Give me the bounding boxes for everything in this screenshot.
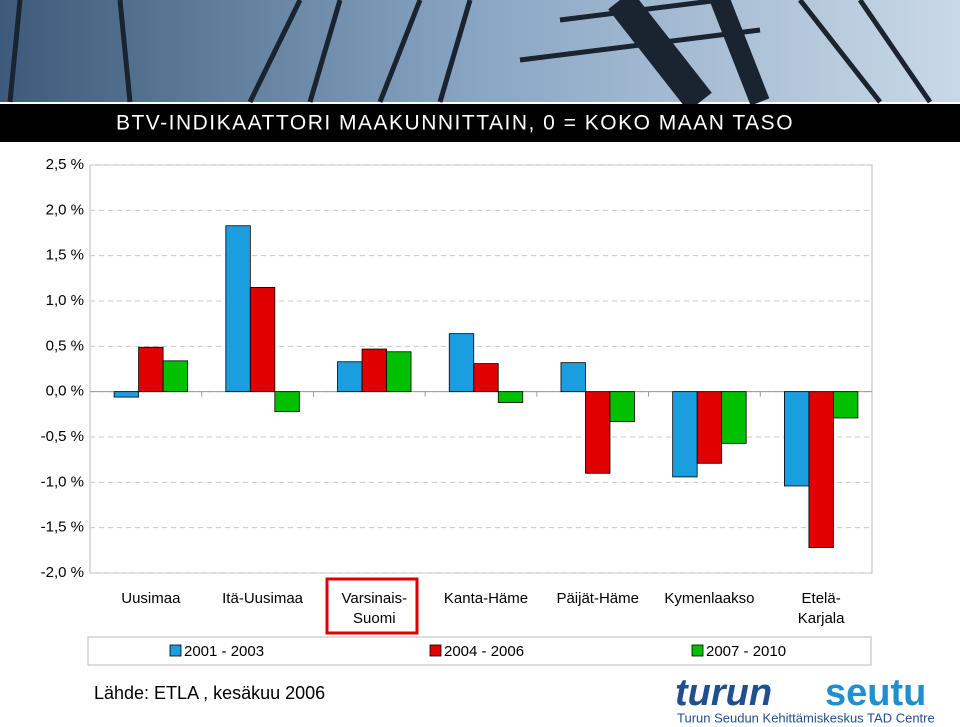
source-note: Lähde: ETLA , kesäkuu 2006 [94, 683, 325, 703]
bar [448, 333, 475, 393]
bar [560, 362, 586, 393]
header-photo [0, 0, 960, 112]
logo-left: turun [675, 672, 772, 714]
y-tick-label: -0,5 % [41, 428, 84, 445]
y-tick-label: 0,5 % [46, 337, 84, 354]
x-tick-label: Uusimaa [121, 590, 181, 607]
bar [225, 225, 251, 393]
y-tick-label: -1,0 % [41, 473, 84, 490]
logo-subtitle: Turun Seudun Kehittämiskeskus TAD Centre [677, 710, 935, 725]
bar [832, 391, 859, 419]
y-tick-label: -1,5 % [41, 519, 84, 536]
bar [162, 360, 189, 393]
bar [113, 391, 140, 398]
x-tick-label: Kymenlaakso [664, 590, 754, 607]
y-tick-label: 0,0 % [46, 383, 84, 400]
title-bar [0, 104, 960, 142]
bar [808, 391, 834, 549]
bar [138, 346, 164, 393]
x-tick-label: Päijät-Häme [556, 590, 639, 607]
bar [721, 391, 747, 444]
bar [585, 391, 611, 474]
bar [337, 361, 363, 393]
legend-swatch [429, 644, 442, 657]
x-tick-label: Itä-Uusimaa [222, 590, 304, 607]
x-tick-label: Varsinais-Suomi [341, 590, 407, 627]
bar [473, 363, 499, 393]
bar [249, 286, 276, 393]
x-tick-label: Kanta-Häme [444, 590, 528, 607]
bar [696, 391, 723, 464]
chart-title: BTV-INDIKAATTORI MAAKUNNITTAIN, 0 = KOKO… [116, 112, 794, 135]
legend-label: 2007 - 2010 [706, 643, 786, 660]
y-tick-label: 1,5 % [46, 247, 84, 264]
logo: turun seutu Turun Seudun Kehittämiskesku… [675, 672, 935, 725]
bar [783, 391, 810, 487]
bar [497, 391, 524, 403]
bar [361, 348, 387, 393]
legend-swatch [691, 644, 704, 657]
legend-label: 2001 - 2003 [184, 643, 264, 660]
bar [274, 391, 300, 413]
y-tick-label: 2,5 % [46, 156, 84, 173]
y-tick-label: 2,0 % [46, 201, 84, 218]
legend-swatch [169, 644, 182, 657]
y-tick-label: 1,0 % [46, 292, 84, 309]
x-tick-label: Etelä-Karjala [798, 590, 845, 627]
legend [87, 636, 872, 666]
y-tick-label: -2,0 % [41, 564, 84, 581]
bar [672, 391, 698, 478]
highlight-box [325, 577, 419, 635]
legend-label: 2004 - 2006 [444, 643, 524, 660]
bar [609, 391, 635, 422]
bar [386, 351, 412, 393]
logo-right: seutu [825, 672, 926, 714]
